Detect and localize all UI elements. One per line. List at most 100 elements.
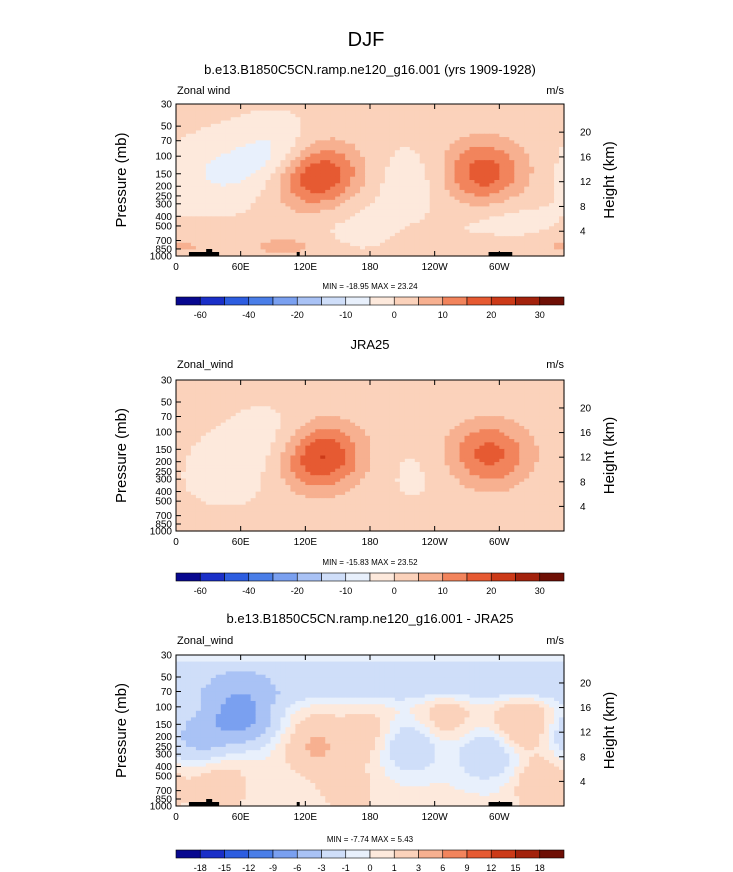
field-cell xyxy=(315,416,321,420)
field-cell xyxy=(290,117,296,122)
field-cell xyxy=(235,425,242,430)
field-cell xyxy=(280,246,287,250)
field-cell xyxy=(429,386,436,391)
field-cell xyxy=(295,402,301,407)
field-cell xyxy=(374,163,381,168)
field-cell xyxy=(340,389,346,394)
field-cell xyxy=(484,110,490,115)
field-cell xyxy=(424,386,431,391)
field-cell xyxy=(265,226,272,231)
field-cell xyxy=(419,166,426,171)
field-cell xyxy=(374,203,381,208)
field-cell xyxy=(389,432,396,437)
field-cell xyxy=(265,222,272,227)
field-cell xyxy=(389,189,396,194)
field-cell xyxy=(419,146,426,151)
field-cell xyxy=(230,383,237,388)
field-cell xyxy=(374,229,381,234)
field-cell xyxy=(534,153,540,158)
field-cell xyxy=(345,186,351,191)
field-cell xyxy=(514,163,520,168)
field-cell xyxy=(499,127,505,132)
field-cell xyxy=(220,209,227,214)
field-cell xyxy=(469,127,476,132)
field-cell xyxy=(459,412,466,417)
field-cell xyxy=(454,429,461,434)
field-cell xyxy=(290,389,296,394)
field-cell xyxy=(320,209,326,214)
field-cell xyxy=(459,166,466,171)
field-cell xyxy=(384,127,391,132)
field-cell xyxy=(270,193,277,198)
field-cell xyxy=(544,170,550,174)
field-cell xyxy=(504,409,510,414)
field-cell xyxy=(320,166,326,171)
field-cell xyxy=(529,409,535,414)
field-cell xyxy=(210,170,217,174)
field-cell xyxy=(365,127,371,132)
field-cell xyxy=(409,409,416,414)
field-cell xyxy=(280,252,287,257)
field-cell xyxy=(449,380,456,384)
field-cell xyxy=(384,246,391,250)
field-cell xyxy=(424,406,431,411)
field-cell xyxy=(534,203,540,208)
field-cell xyxy=(235,393,242,398)
field-cell xyxy=(424,209,431,214)
field-cell xyxy=(559,399,565,404)
field-cell xyxy=(499,406,505,411)
field-cell xyxy=(379,406,386,411)
field-cell xyxy=(335,189,341,194)
field-cell xyxy=(365,176,371,181)
field-cell xyxy=(434,399,441,404)
field-cell xyxy=(185,203,192,208)
field-cell xyxy=(524,389,530,394)
field-cell xyxy=(429,170,436,174)
field-cell xyxy=(250,432,257,437)
field-cell xyxy=(310,110,316,115)
field-cell xyxy=(315,383,321,388)
field-cell xyxy=(176,242,182,247)
field-cell xyxy=(280,123,287,128)
field-cell xyxy=(355,422,361,427)
field-cell xyxy=(260,183,267,188)
field-cell xyxy=(255,213,262,217)
field-cell xyxy=(300,107,306,112)
field-cell xyxy=(245,120,252,125)
field-cell xyxy=(444,156,451,161)
field-cell xyxy=(215,146,222,151)
field-cell xyxy=(280,236,287,241)
field-cell xyxy=(176,196,182,201)
field-cell xyxy=(404,160,411,165)
field-cell xyxy=(514,143,520,148)
field-cell xyxy=(215,173,222,178)
field-cell xyxy=(350,150,356,155)
field-cell xyxy=(414,127,421,132)
field-cell xyxy=(335,236,341,241)
field-cell xyxy=(290,130,296,135)
field-cell xyxy=(240,176,247,181)
field-cell xyxy=(275,166,282,171)
field-cell xyxy=(195,150,202,155)
field-cell xyxy=(190,409,197,414)
field-cell xyxy=(295,412,301,417)
field-cell xyxy=(180,409,187,414)
field-cell xyxy=(215,176,222,181)
field-cell xyxy=(444,173,451,178)
field-cell xyxy=(350,429,356,434)
field-cell xyxy=(529,216,535,221)
field-cell xyxy=(509,186,515,191)
field-cell xyxy=(384,170,391,174)
field-cell xyxy=(409,396,416,401)
terrain-block xyxy=(188,252,211,256)
field-cell xyxy=(379,432,386,437)
field-cell xyxy=(225,216,232,221)
field-cell xyxy=(310,422,316,427)
field-cell xyxy=(220,206,227,211)
field-cell xyxy=(449,180,456,184)
field-cell xyxy=(260,409,267,414)
field-cell xyxy=(345,146,351,151)
field-cell xyxy=(539,232,545,237)
field-cell xyxy=(409,193,416,198)
field-cell xyxy=(225,399,232,404)
